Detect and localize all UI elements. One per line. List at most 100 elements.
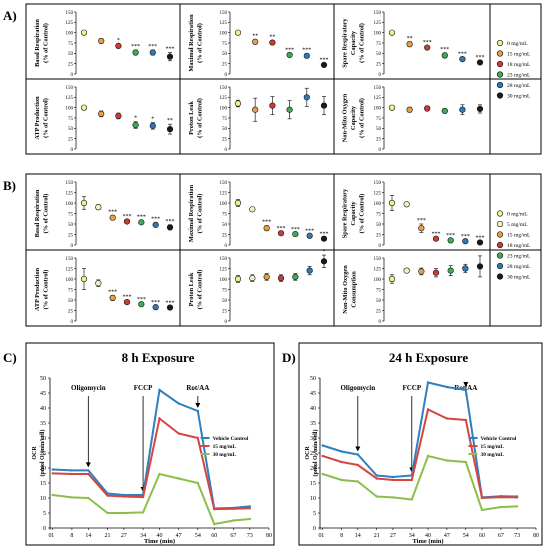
legend-label: 23 mg/mL	[507, 254, 531, 260]
data-point	[406, 106, 413, 113]
series-point	[70, 472, 74, 476]
data-point	[166, 126, 174, 133]
subplot: 0 25 50 75 100 125 150 Spare Respiratory Capacit…	[342, 181, 485, 249]
data-point	[132, 49, 139, 56]
x-tick-label: 67	[230, 533, 236, 539]
legend-marker	[496, 231, 504, 238]
y-tick-label: 100	[66, 106, 74, 111]
series-point	[158, 472, 161, 476]
y-tick-label: 100	[374, 202, 382, 207]
x-axis-title: Time (min)	[412, 538, 443, 545]
data-point	[292, 273, 299, 281]
y-tick-label: 150	[66, 11, 74, 16]
x-tick-label: 60	[211, 533, 217, 539]
data-point	[320, 61, 328, 69]
y-tick-label: 50	[40, 376, 46, 382]
legend-label: 5 mg/mL	[507, 222, 528, 228]
series-point	[70, 496, 74, 499]
subplot: 0 25 50 75 100 125 150 Non-Mito Oxygen Consumpti…	[342, 255, 484, 325]
data-point	[149, 122, 156, 129]
y-tick-label: 125	[66, 96, 74, 101]
y-tick-label: 125	[374, 191, 382, 196]
significance-mark: ***	[151, 300, 160, 306]
significance-mark: ***	[417, 218, 426, 224]
panel-letter: B)	[3, 178, 16, 193]
y-axis-title: Non-Mito Oxygen	[342, 265, 349, 314]
legend-marker	[496, 50, 504, 57]
subplot: 0 25 50 75 100 125 150 Maximal Respiration (% of…	[188, 11, 329, 78]
y-tick-label: 75	[68, 42, 74, 47]
legend-label: 28 mg/mL	[507, 83, 531, 89]
y-tick-label: 75	[68, 212, 74, 217]
y-tick-label: 75	[376, 42, 382, 47]
series-point	[51, 493, 54, 497]
y-tick-label: 100	[66, 31, 74, 36]
y-axis-title: (pmol O₂/min/cell)	[312, 430, 319, 477]
series-point	[445, 385, 449, 389]
y-axis-title: (% of Control)	[196, 194, 203, 234]
data-point	[303, 52, 310, 59]
significance-mark: *	[134, 116, 137, 122]
series-point	[196, 436, 200, 440]
data-point	[432, 235, 440, 242]
data-point	[234, 275, 242, 283]
series-point	[340, 460, 343, 464]
significance-mark: ***	[137, 215, 146, 221]
series-point	[106, 511, 109, 515]
significance-mark: ***	[166, 219, 175, 225]
series-point	[177, 477, 180, 480]
legend-marker	[496, 60, 504, 68]
y-tick-label: 125	[374, 267, 382, 272]
significance-mark: ***	[446, 233, 455, 239]
data-point	[80, 29, 88, 36]
y-axis-title: (% of Control)	[196, 270, 203, 310]
legend: 0 mg/mL 5 mg/mL 15 mg/mL 18 mg/mL 23 mg/mL 28…	[496, 210, 531, 281]
y-tick-label: 40	[310, 406, 316, 412]
series-point	[426, 408, 430, 411]
y-tick-label: 25	[376, 233, 382, 238]
legend-marker	[496, 81, 504, 89]
data-point	[269, 102, 276, 109]
y-axis-title: ATP Production	[34, 96, 41, 140]
data-point	[424, 105, 431, 112]
y-tick-label: 15	[310, 481, 316, 487]
y-tick-label: 50	[68, 52, 74, 57]
y-tick-label: 125	[374, 21, 382, 26]
data-point	[424, 44, 431, 51]
data-point	[234, 199, 242, 207]
y-axis-title: (% of Control)	[196, 98, 203, 138]
x-tick-label: 14	[85, 533, 91, 539]
legend: 0 mg/mL 15 mg/mL 18 mg/mL 23 mg/mL 28 mg/mL 3…	[496, 39, 531, 100]
subplot: 0 25 50 75 100 125 150 ATP Production (% of Cont…	[34, 257, 175, 325]
series-line	[52, 416, 250, 511]
data-point	[166, 224, 174, 231]
series-point	[426, 381, 430, 384]
data-point	[109, 294, 116, 302]
legend-marker	[496, 210, 504, 217]
y-axis-title: (% of Control)	[42, 270, 49, 310]
y-tick-label: 0	[225, 320, 228, 325]
data-point	[418, 225, 425, 232]
data-point	[152, 221, 159, 228]
y-tick-label: 75	[68, 288, 74, 293]
y-tick-label: 45	[40, 391, 46, 397]
data-point	[98, 110, 105, 117]
series-line	[322, 454, 518, 512]
y-tick-label: 75	[222, 288, 228, 293]
x-tick-label: 27	[390, 533, 396, 539]
injection-label: Oligomycin	[71, 384, 106, 392]
y-axis-title: ATP Production	[34, 267, 41, 311]
x-tick-label: 14	[355, 533, 361, 539]
series-point	[321, 472, 324, 476]
x-tick-label: 47	[176, 533, 182, 539]
data-point	[388, 104, 396, 111]
y-tick-label: 75	[222, 42, 228, 47]
y-tick-label: 125	[374, 96, 382, 101]
y-tick-label: 25	[222, 309, 228, 314]
data-point	[388, 199, 396, 207]
y-axis-title: (% of Control)	[359, 98, 366, 138]
y-tick-label: 50	[376, 299, 382, 304]
panel-letter: C)	[3, 350, 17, 365]
data-point	[403, 267, 410, 274]
x-tick-label: 73	[514, 533, 520, 539]
